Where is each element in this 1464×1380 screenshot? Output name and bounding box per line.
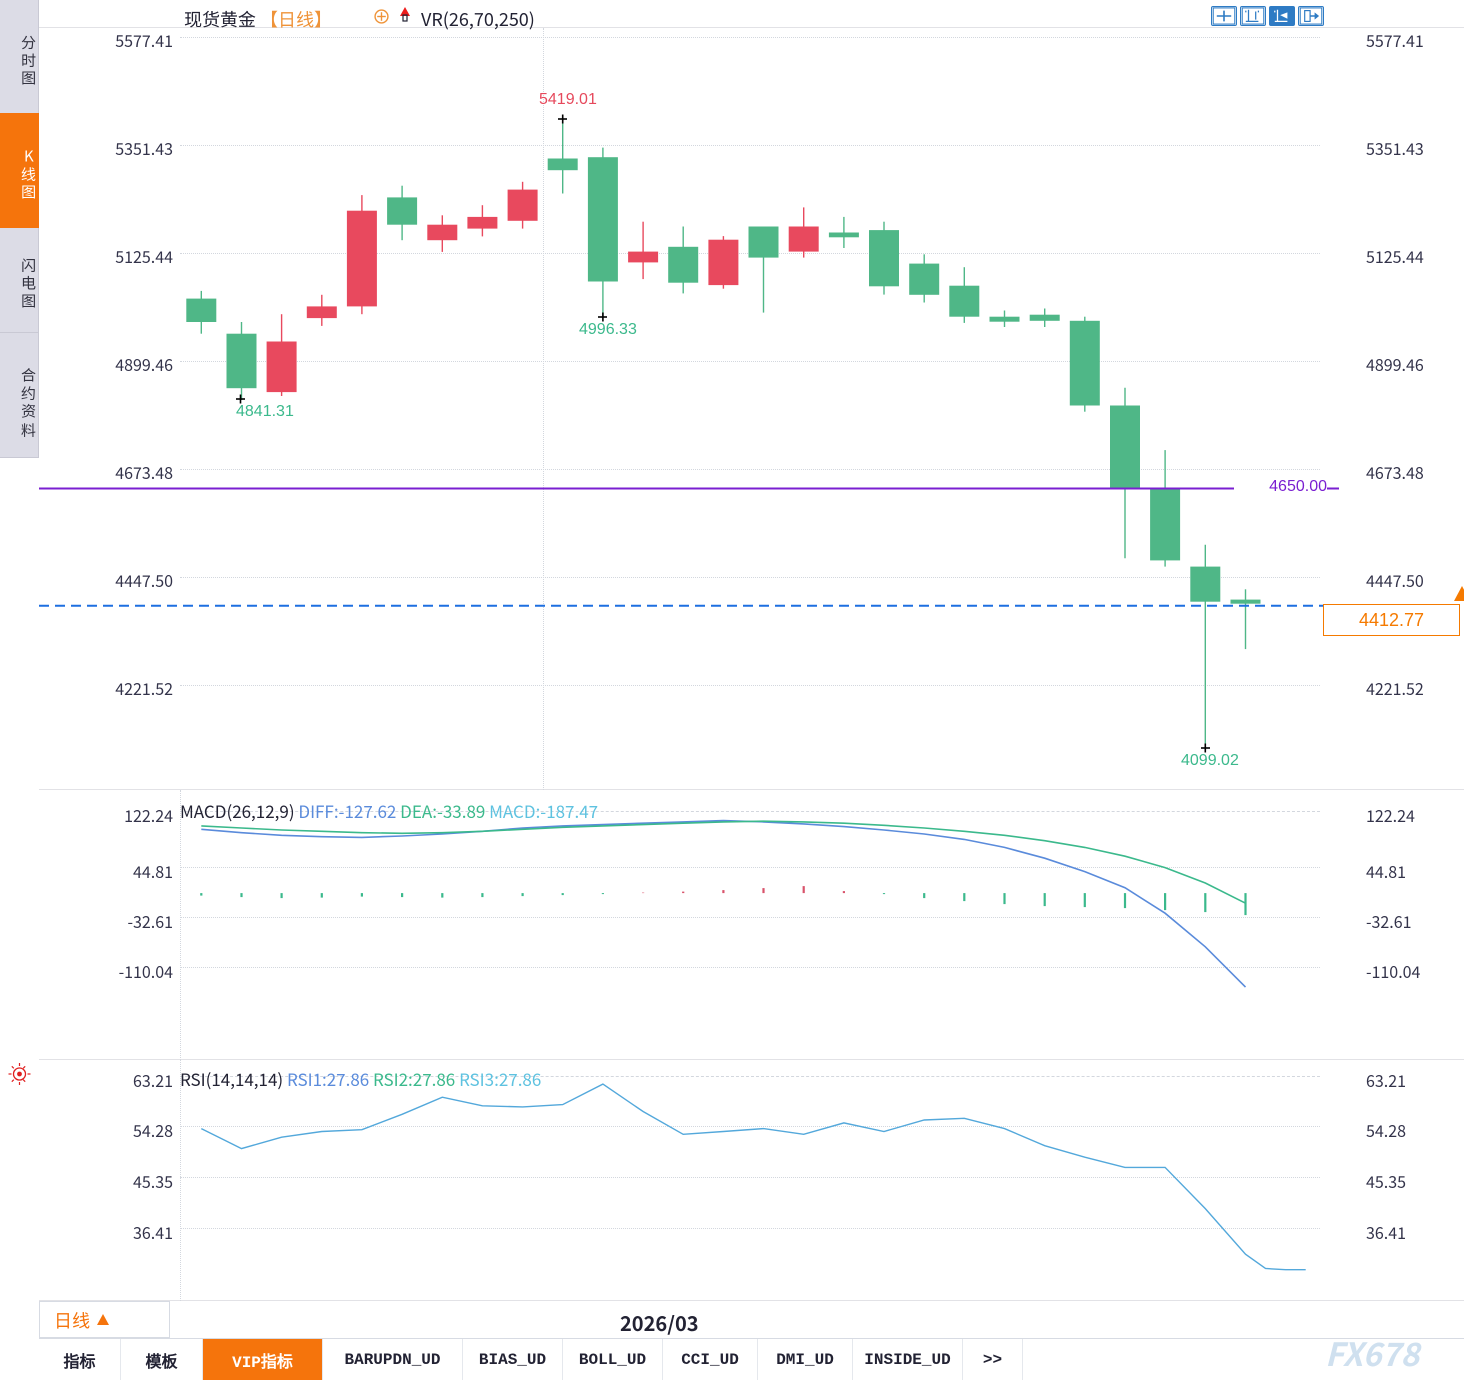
svg-text:4996.33: 4996.33 (579, 321, 637, 338)
svg-text:5419.01: 5419.01 (539, 91, 597, 108)
svg-text:4099.02: 4099.02 (1181, 752, 1239, 769)
svg-text:4841.31: 4841.31 (236, 403, 294, 420)
